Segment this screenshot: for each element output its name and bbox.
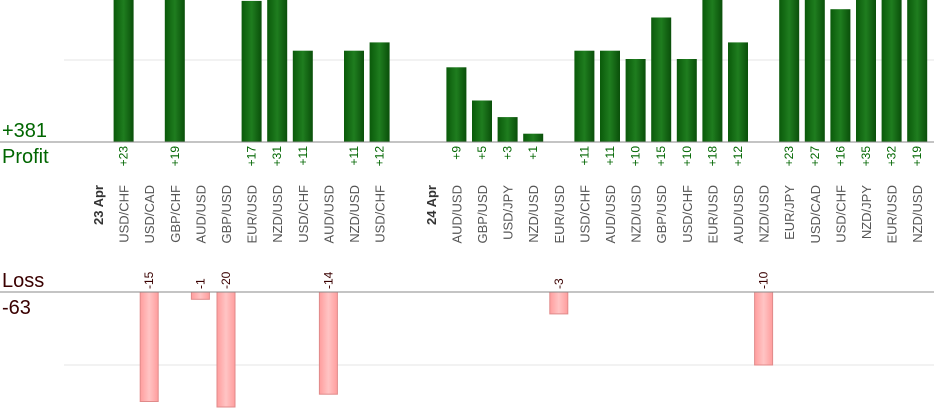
profit-bar: [164, 0, 185, 142]
loss-bar: [318, 291, 338, 395]
profit-value-label: +12: [731, 146, 745, 167]
profit-bar: [651, 17, 672, 142]
loss-value-label: -1: [193, 278, 207, 289]
pair-label: USD/CHF: [833, 185, 848, 243]
profit-value-label: +10: [629, 146, 643, 167]
pair-label: EUR/USD: [245, 185, 260, 244]
profit-value-label: +5: [475, 146, 489, 160]
profit-value-label: +35: [859, 146, 873, 167]
profit-bar: [881, 0, 902, 143]
date-label: 23 Apr: [91, 185, 106, 225]
pair-label: USD/CAD: [142, 185, 157, 244]
profit-value-label: +9: [449, 146, 463, 160]
profit-bar: [113, 0, 134, 142]
profit-bar: [830, 9, 851, 143]
pair-label: NZD/USD: [629, 185, 644, 243]
profit-value-label: +31: [270, 146, 284, 167]
pair-label: USD/CHF: [117, 185, 132, 243]
profit-bar: [907, 0, 928, 142]
loss-bar: [139, 291, 159, 402]
profit-value-label: +15: [654, 146, 668, 167]
pair-label: USD/CHF: [373, 185, 388, 243]
pair-label: AUD/USD: [321, 185, 336, 244]
loss-label: Loss: [2, 270, 44, 292]
profit-total: +381: [2, 120, 47, 142]
date-label: 24 Apr: [424, 185, 439, 225]
pair-label: NZD/USD: [347, 185, 362, 243]
pair-label: GBP/USD: [475, 185, 490, 244]
profit-bar: [472, 100, 492, 142]
pair-label: GBP/USD: [654, 185, 669, 244]
profit-bar: [702, 0, 723, 142]
pair-label: NZD/JPY: [859, 185, 874, 240]
profit-value-label: +12: [373, 146, 387, 167]
pair-label: NZD/USD: [526, 185, 541, 243]
loss-bar: [754, 291, 774, 366]
profit-value-label: +27: [808, 146, 822, 167]
loss-value-label: -14: [321, 271, 335, 289]
pair-label: USD/CHF: [296, 185, 311, 243]
pair-label: AUD/USD: [731, 185, 746, 244]
pair-label: USD/CHF: [577, 185, 592, 243]
profit-value-label: +11: [347, 146, 361, 166]
profit-value-label: +1: [526, 146, 540, 160]
profit-bar: [292, 50, 313, 143]
pair-label: EUR/USD: [885, 185, 900, 244]
pair-label: AUD/USD: [193, 185, 208, 244]
profit-value-label: +11: [577, 146, 591, 166]
loss-value-label: -20: [219, 271, 233, 289]
profit-value-label: +11: [603, 146, 617, 166]
pair-label: NZD/USD: [757, 185, 772, 243]
profit-bar: [625, 59, 646, 142]
profit-bar: [369, 42, 390, 142]
profit-bar: [856, 0, 876, 142]
profit-value-label: +11: [296, 146, 310, 166]
pair-label: EUR/USD: [705, 185, 720, 244]
loss-bar: [549, 291, 569, 315]
profit-value-label: +19: [910, 146, 924, 167]
pair-label: NZD/USD: [270, 185, 285, 243]
profit-value-label: +19: [168, 146, 182, 167]
pair-label: AUD/USD: [603, 185, 618, 244]
profit-value-label: +23: [117, 146, 131, 167]
profit-bar: [267, 0, 288, 142]
profit-bar: [574, 50, 595, 143]
profit-bar: [497, 117, 518, 142]
profit-bar: [344, 50, 364, 143]
profit-value-label: +23: [782, 146, 796, 167]
profit-bar: [728, 42, 748, 142]
pair-label: GBP/USD: [219, 185, 234, 244]
profit-bar: [523, 133, 544, 142]
loss-value-label: -15: [142, 271, 156, 289]
profit-bar: [600, 50, 620, 143]
profit-bar: [779, 0, 800, 142]
profit-value-label: +32: [885, 146, 899, 167]
profit-value-label: +10: [680, 146, 694, 167]
loss-bar: [216, 291, 236, 408]
pair-label: EUR/USD: [552, 185, 567, 244]
profit-value-label: +16: [833, 146, 847, 167]
loss-bar: [190, 291, 210, 300]
profit-label: Profit: [2, 146, 49, 168]
loss-total: -63: [2, 297, 31, 319]
profit-bar: [446, 67, 467, 142]
pair-label: AUD/USD: [449, 185, 464, 244]
pair-label: USD/CAD: [808, 185, 823, 244]
profit-value-label: +18: [705, 146, 719, 167]
profit-bar: [241, 0, 262, 143]
profit-bar: [804, 0, 825, 143]
profit-bar: [676, 59, 697, 142]
loss-value-label: -10: [757, 271, 771, 289]
profit-value-label: +3: [501, 146, 515, 160]
loss-value-label: -3: [552, 278, 566, 289]
pair-label: EUR/JPY: [782, 185, 797, 240]
pair-label: USD/CHF: [680, 185, 695, 243]
pair-label: NZD/USD: [910, 185, 925, 243]
pair-label: USD/JPY: [501, 185, 516, 240]
profit-value-label: +17: [245, 146, 259, 167]
pair-label: GBP/CHF: [168, 185, 183, 243]
